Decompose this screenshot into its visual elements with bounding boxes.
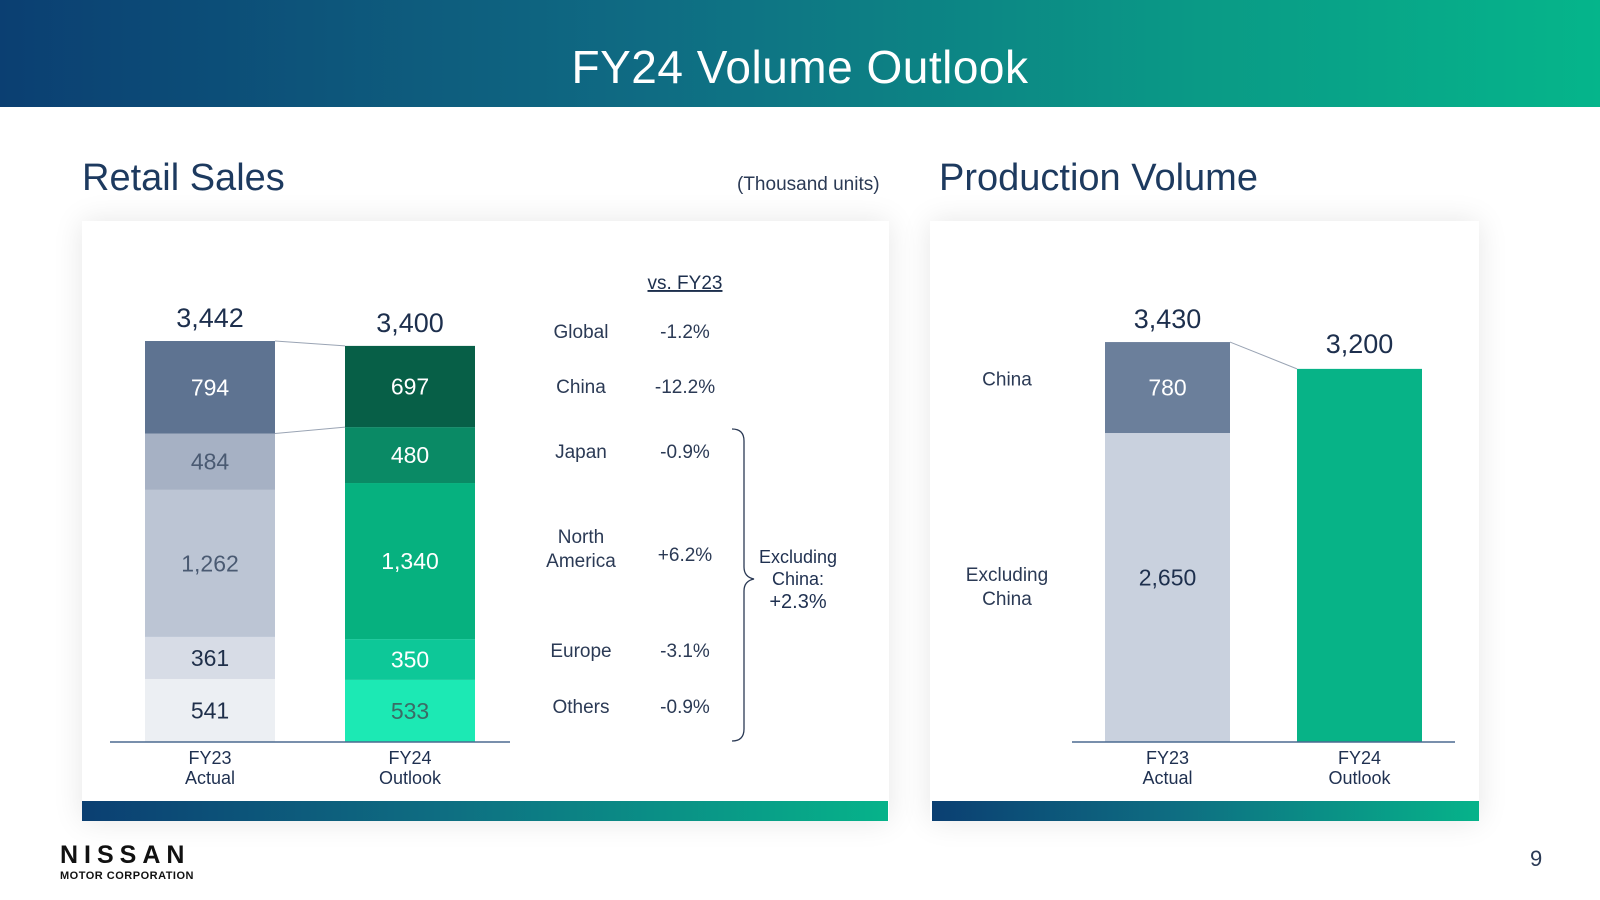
region-label-others: Others — [552, 697, 609, 718]
data-label-fy24-europe: 350 — [391, 647, 429, 673]
units-note: (Thousand units) — [737, 174, 880, 195]
row-label-excluding-china-l2: China — [982, 589, 1032, 610]
connector-top — [1229, 341, 1298, 370]
retail-sales-title: Retail Sales — [82, 157, 285, 199]
bar-fy23-china — [1105, 342, 1230, 434]
page-title: FY24 Volume Outlook — [571, 41, 1029, 93]
x-tick-fy24: FY24 — [388, 748, 431, 768]
x-tick-fy23-sub: Actual — [1142, 768, 1192, 788]
vs-fy23-header: vs. FY23 — [648, 273, 723, 294]
bar-fy23-japan — [145, 433, 275, 490]
change-value-global: -1.2% — [660, 322, 710, 343]
brace-label-l2: China: — [772, 569, 824, 589]
data-label-fy24-north-america: 1,340 — [381, 548, 439, 574]
bar-fy24-europe — [345, 639, 475, 680]
bar-fy24-north-america — [345, 483, 475, 640]
bar-fy23-others — [145, 678, 275, 742]
data-label-fy23-china: 794 — [191, 374, 230, 400]
bar-fy24-total — [1297, 368, 1422, 742]
total-label-fy23: 3,442 — [176, 303, 244, 333]
data-label-fy23-japan: 484 — [191, 449, 230, 475]
data-label-fy23-north-america: 1,262 — [181, 550, 239, 576]
x-tick-fy24: FY24 — [1338, 748, 1381, 768]
data-label-fy24-china: 697 — [391, 374, 429, 400]
region-label-north-america-l1: North — [558, 527, 604, 548]
total-label-fy24: 3,400 — [376, 308, 444, 338]
header-banner: FY24 Volume Outlook — [0, 0, 1600, 107]
production-volume-title: Production Volume — [939, 157, 1258, 199]
bar-fy24-japan — [345, 427, 475, 484]
region-label-china: China — [556, 377, 606, 398]
region-label-europe: Europe — [550, 641, 611, 662]
x-tick-fy24-sub: Outlook — [1328, 768, 1391, 788]
row-label-china: China — [982, 370, 1032, 391]
x-tick-fy24-sub: Outlook — [379, 768, 442, 788]
retail-panel-bar — [82, 801, 888, 821]
data-label-fy24-others: 533 — [391, 698, 429, 724]
region-label-north-america-l2: America — [546, 551, 616, 572]
bar-fy24-china — [345, 345, 475, 428]
data-label-fy24-japan: 480 — [391, 442, 429, 468]
nissan-logo: NISSAN MOTOR CORPORATION — [60, 841, 194, 883]
data-label-fy23-others: 541 — [191, 697, 229, 723]
change-value-north-america: +6.2% — [658, 545, 713, 566]
x-tick-fy23-sub: Actual — [185, 768, 235, 788]
bar-fy23-china — [145, 341, 275, 434]
row-label-excluding-china-l1: Excluding — [966, 565, 1048, 586]
x-tick-fy23: FY23 — [1146, 748, 1189, 768]
region-label-global: Global — [554, 322, 609, 343]
change-value-europe: -3.1% — [660, 641, 710, 662]
total-label-fy24: 3,200 — [1326, 329, 1394, 359]
bar-fy23-excluding-china — [1105, 433, 1230, 742]
brace-label-l3: +2.3% — [769, 591, 826, 613]
total-label-fy23: 3,430 — [1134, 304, 1202, 334]
logo-corp: MOTOR CORPORATION — [60, 870, 194, 882]
data-label-fy23-china: 780 — [1148, 375, 1186, 401]
logo-brand: NISSAN — [60, 841, 191, 869]
bar-fy23-north-america — [145, 489, 275, 637]
brace-bracket — [731, 428, 755, 742]
x-tick-fy23: FY23 — [188, 748, 231, 768]
connector-bottom — [274, 426, 346, 435]
production-panel-bar — [932, 801, 1479, 821]
data-label-fy23-excluding-china: 2,650 — [1139, 565, 1197, 591]
brace-label-l1: Excluding — [759, 547, 837, 567]
bar-fy23-europe — [145, 636, 275, 679]
data-label-fy23-europe: 361 — [191, 645, 229, 671]
connector-top — [274, 340, 346, 347]
region-label-japan: Japan — [555, 442, 607, 463]
change-value-china: -12.2% — [655, 377, 715, 398]
bar-fy24-others — [345, 679, 475, 742]
change-value-japan: -0.9% — [660, 442, 710, 463]
change-value-others: -0.9% — [660, 697, 710, 718]
page-number: 9 — [1530, 846, 1543, 871]
